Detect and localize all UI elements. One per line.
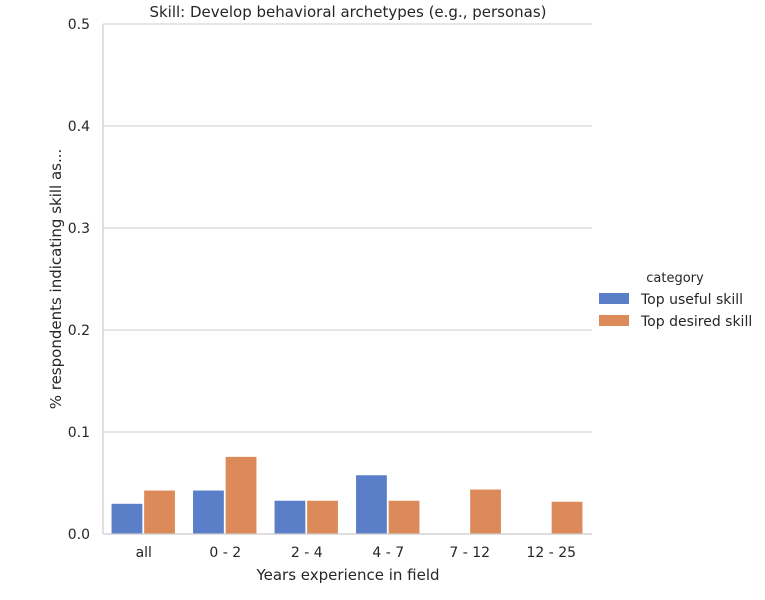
axes [102,24,592,535]
x-tick-label: 0 - 2 [209,545,241,561]
x-axis-label: Years experience in field [255,566,439,584]
chart-title: Skill: Develop behavioral archetypes (e.… [149,3,546,21]
legend-swatch [599,315,629,326]
x-tick-label: all [136,545,152,561]
y-tick-label: 0.3 [68,221,90,237]
legend-label: Top desired skill [640,314,752,330]
y-tick-label: 0.5 [68,17,90,33]
y-tick-label: 0.0 [68,527,90,543]
gridlines [103,23,592,535]
x-tick-label: 4 - 7 [372,545,404,561]
bar-top-desired [224,456,258,535]
bar-top-desired [550,500,584,535]
y-tick-label: 0.1 [68,425,90,441]
bar-top-useful [355,474,388,535]
bar-top-desired [387,499,421,535]
y-tick-labels: 0.0 0.1 0.2 0.3 0.4 0.5 [68,17,90,543]
y-axis-label: % respondents indicating skill as... [47,149,65,410]
legend: category Top useful skill Top desired ski… [599,271,752,330]
bars [110,456,584,535]
y-tick-label: 0.2 [68,323,90,339]
bar-top-desired [469,488,502,535]
legend-swatch [599,293,629,304]
legend-label: Top useful skill [640,292,743,308]
bar-top-desired [306,499,339,535]
legend-title: category [646,271,704,286]
y-tick-label: 0.4 [68,119,90,135]
x-tick-label: 7 - 12 [449,545,490,561]
bar-top-useful [273,499,307,535]
x-tick-labels: all 0 - 2 2 - 4 4 - 7 7 - 12 12 - 25 [136,545,576,561]
bar-top-useful [110,502,144,535]
bar-top-useful [192,489,225,535]
x-tick-label: 2 - 4 [291,545,323,561]
bar-top-desired [143,489,176,535]
x-tick-label: 12 - 25 [526,545,576,561]
